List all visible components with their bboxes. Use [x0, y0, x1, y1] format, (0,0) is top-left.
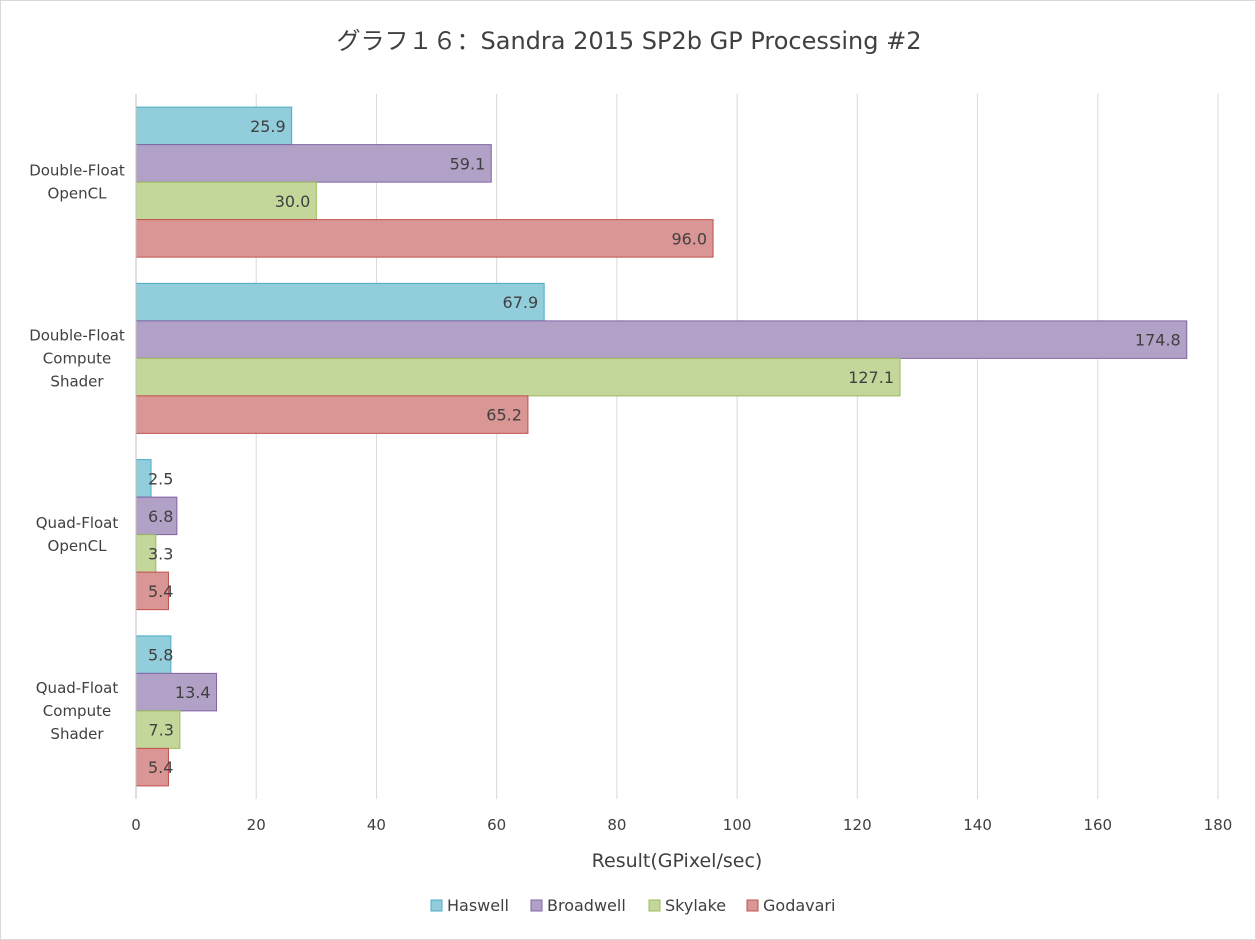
bar-broadwell: [135, 672, 218, 712]
data-label: 6.8: [148, 507, 173, 526]
category-label-line: Quad-Float: [36, 679, 119, 697]
bar-godavari: [135, 219, 714, 258]
data-label: 127.1: [848, 368, 894, 387]
legend-label-broadwell: Broadwell: [547, 896, 626, 915]
data-label: 59.1: [450, 154, 486, 173]
legend-swatch-skylake: [648, 899, 661, 912]
bar-broadwell: [135, 320, 1188, 359]
x-tick-label-80: 80: [607, 816, 626, 834]
x-tick-label-60: 60: [487, 816, 506, 834]
x-tick-label-140: 140: [963, 816, 992, 834]
bars: [135, 106, 1188, 787]
bar-haswell: [135, 635, 172, 674]
data-label: 65.2: [486, 406, 522, 425]
data-label: 67.9: [503, 293, 539, 312]
data-label: 5.4: [148, 758, 173, 777]
x-tick-label-180: 180: [1204, 816, 1233, 834]
bar-skylake: [135, 357, 901, 397]
category-label-line: Quad-Float: [36, 514, 119, 532]
x-tick-label-0: 0: [131, 816, 141, 834]
bar-godavari: [135, 571, 169, 611]
bar-godavari: [135, 395, 529, 434]
data-label: 96.0: [671, 229, 707, 248]
x-tick-label-20: 20: [247, 816, 266, 834]
x-tick-label-160: 160: [1083, 816, 1112, 834]
data-label: 3.3: [148, 544, 173, 563]
data-label: 13.4: [175, 683, 211, 702]
bar-broadwell: [135, 144, 492, 183]
legend-label-godavari: Godavari: [763, 896, 835, 915]
category-label-line: Shader: [50, 725, 104, 743]
data-labels: 25.9 59.1 30.0 96.0 67.9 174.8 127.1 65.2 2.5 6.8…: [148, 117, 1181, 777]
category-label: Double-Float OpenCL: [29, 162, 125, 203]
category-label-line: Shader: [50, 372, 104, 390]
category-label: Double-Float Compute Shader: [29, 326, 125, 390]
data-label: 25.9: [250, 117, 286, 136]
data-label: 5.8: [148, 646, 173, 665]
legend-label-skylake: Skylake: [665, 896, 726, 915]
data-label: 7.3: [148, 721, 173, 740]
axes: 0 20 40 60 80 100 120 140 160 180 Double-Float Open…: [29, 94, 1232, 834]
legend: Haswell Broadwell Skylake Godavari: [430, 896, 835, 915]
legend-swatch-haswell: [430, 899, 443, 912]
category-label-line: Double-Float: [29, 326, 125, 344]
legend-swatch-broadwell: [530, 899, 543, 912]
bar-broadwell: [135, 496, 178, 536]
bar-haswell: [135, 106, 293, 146]
legend-swatch-godavari: [746, 899, 759, 912]
x-axis-title: Result(GPixel/sec): [592, 850, 763, 872]
data-label: 5.4: [148, 582, 173, 601]
bar-haswell: [135, 282, 545, 322]
x-tick-label-40: 40: [367, 816, 386, 834]
category-label: Quad-Float Compute Shader: [36, 679, 119, 743]
data-label: 2.5: [148, 469, 173, 488]
x-tick-label-120: 120: [843, 816, 872, 834]
data-label: 174.8: [1135, 331, 1181, 350]
category-label: Quad-Float OpenCL: [36, 514, 119, 555]
category-label-line: OpenCL: [48, 185, 108, 203]
category-label-line: Compute: [43, 349, 111, 367]
category-label-line: Compute: [43, 702, 111, 720]
chart-title: グラフ１６：Sandra 2015 SP2b GP Processing #2: [337, 27, 922, 55]
legend-label-haswell: Haswell: [447, 896, 509, 915]
grid-lines: [255, 94, 1219, 799]
category-label-line: Double-Float: [29, 162, 125, 180]
category-label-line: OpenCL: [48, 537, 108, 555]
x-tick-label-100: 100: [723, 816, 752, 834]
data-label: 30.0: [275, 192, 311, 211]
